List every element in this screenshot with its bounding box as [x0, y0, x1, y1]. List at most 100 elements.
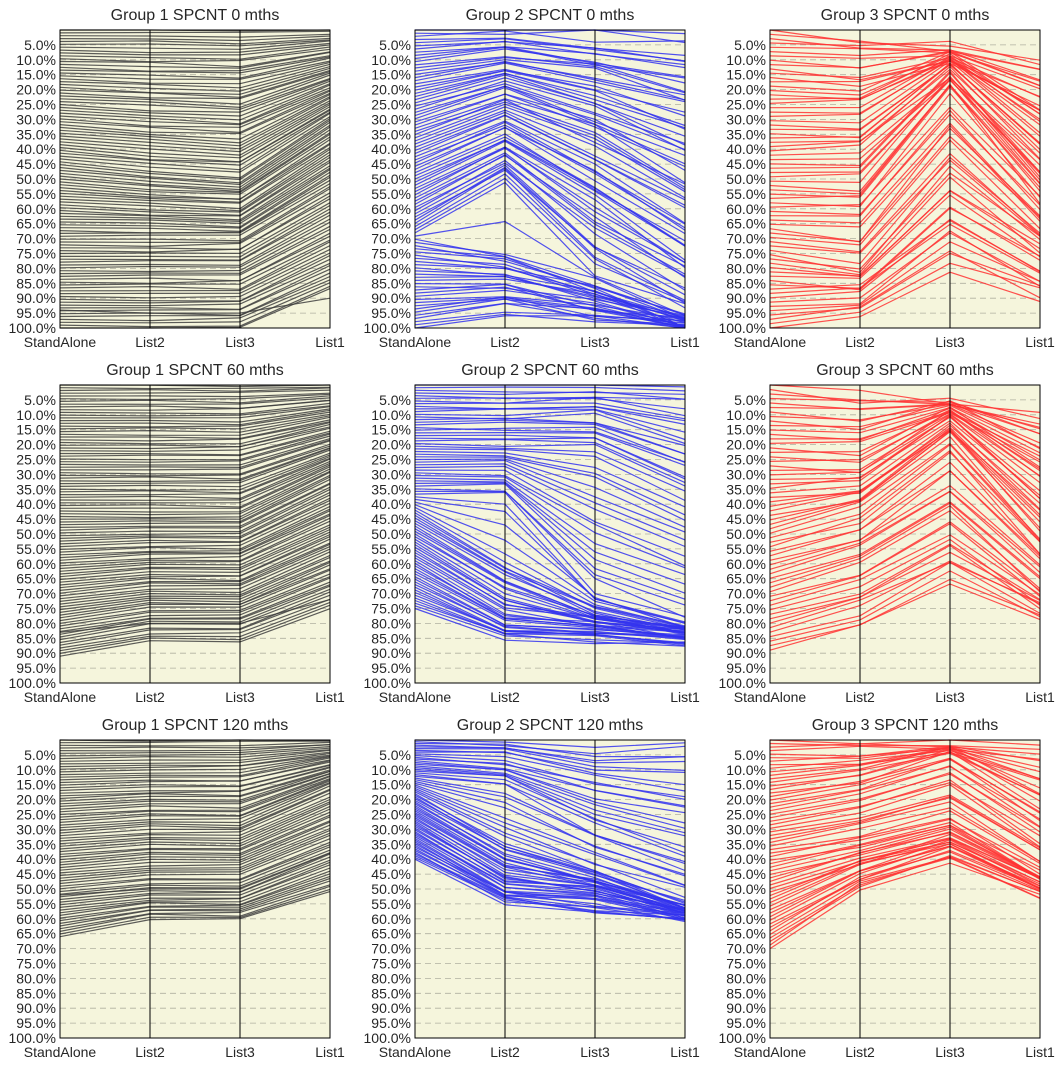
y-tick-label: 50.0% [371, 171, 411, 187]
series-line [769, 430, 1041, 529]
series-line [769, 745, 1041, 762]
series-line [59, 520, 331, 570]
series-line [59, 102, 331, 153]
series-line [59, 399, 331, 411]
y-tick-label: 95.0% [16, 305, 56, 321]
series-line [414, 315, 686, 329]
series-line [414, 763, 686, 824]
series-line [59, 48, 331, 63]
series-line [414, 522, 686, 631]
series-line [59, 232, 331, 282]
series-line [414, 98, 686, 184]
series-line [414, 257, 686, 321]
series-line [59, 87, 331, 126]
series-line [769, 76, 1041, 166]
series-line [59, 486, 331, 534]
series-line [414, 554, 686, 636]
y-tick-label: 100.0% [719, 320, 766, 336]
series-line [769, 748, 1041, 802]
series-line [59, 121, 331, 184]
series-line [59, 464, 331, 508]
series-line [769, 92, 1041, 208]
series-line [414, 458, 686, 528]
series-line [59, 248, 331, 295]
series-line [59, 749, 331, 760]
y-tick-label: 95.0% [371, 1015, 411, 1031]
series-line [59, 387, 331, 392]
series-line [59, 221, 331, 273]
series-line [414, 406, 686, 425]
series-line [414, 514, 686, 627]
series-line [769, 65, 1041, 160]
series-line [414, 70, 686, 130]
series-line [414, 777, 686, 863]
y-tick-label: 40.0% [16, 851, 56, 867]
y-tick-label: 30.0% [16, 111, 56, 127]
panel-3-3: Group 3 SPCNT 120 mths 5.0%10.0%15.0%20.0… [719, 717, 1055, 1060]
series-line [59, 885, 331, 932]
series-line [60, 419, 331, 440]
series-line [59, 67, 331, 95]
series-line [59, 93, 331, 140]
series-line [59, 228, 331, 277]
series-line [59, 77, 331, 110]
series-line [414, 311, 686, 324]
series-line [414, 389, 686, 395]
series-line [414, 85, 686, 156]
series-line [769, 85, 1041, 198]
series-line [59, 811, 331, 858]
y-tick-label: 65.0% [16, 216, 56, 232]
series-line [769, 501, 1041, 579]
series-line [59, 524, 331, 572]
series-line [59, 455, 331, 494]
y-tick-label: 85.0% [16, 985, 56, 1001]
series-line [59, 576, 331, 627]
series-line [769, 413, 1041, 484]
series-line [59, 604, 331, 654]
series-line [414, 109, 686, 199]
y-tick-label: 10.0% [726, 52, 766, 68]
series-line [414, 578, 686, 638]
x-axis-label: StandAlone [379, 1044, 452, 1060]
series-line [59, 438, 331, 466]
y-tick-label: 40.0% [16, 141, 56, 157]
series-line [414, 37, 686, 56]
series-line [59, 415, 331, 433]
series-line [59, 208, 331, 261]
series-line [59, 90, 331, 134]
series-line [59, 468, 331, 513]
y-tick-label: 100.0% [9, 320, 56, 336]
y-tick-label: 90.0% [16, 645, 56, 661]
y-tick-label: 55.0% [371, 186, 411, 202]
series-line [59, 279, 331, 322]
series-line [769, 388, 1041, 420]
series-line [414, 74, 686, 137]
series-line [59, 744, 331, 749]
x-axis-label: List1 [315, 1044, 345, 1060]
series-line [59, 761, 331, 786]
series-line [59, 478, 331, 526]
series-line [59, 132, 331, 193]
series-line [59, 439, 331, 469]
y-tick-label: 90.0% [371, 645, 411, 661]
y-tick-label: 85.0% [16, 275, 56, 291]
series-line [59, 392, 331, 398]
y-tick-label: 20.0% [371, 437, 411, 453]
series-line [414, 56, 686, 93]
series-line [59, 389, 331, 394]
y-tick-label: 20.0% [726, 437, 766, 453]
y-tick-label: 45.0% [726, 156, 766, 172]
series-line [59, 470, 331, 516]
series-line [59, 167, 331, 225]
series-line [59, 471, 331, 519]
series-line [769, 176, 1041, 276]
series-line [414, 93, 686, 171]
x-axis-label: StandAlone [734, 334, 807, 350]
series-line [414, 490, 686, 618]
series-line [414, 570, 686, 638]
y-tick-label: 85.0% [16, 630, 56, 646]
panel-2-3: Group 3 SPCNT 60 mths 5.0%10.0%15.0%20.0%… [719, 362, 1055, 705]
series-line [769, 739, 1041, 746]
series-line [414, 768, 686, 837]
y-tick-label: 60.0% [726, 911, 766, 927]
